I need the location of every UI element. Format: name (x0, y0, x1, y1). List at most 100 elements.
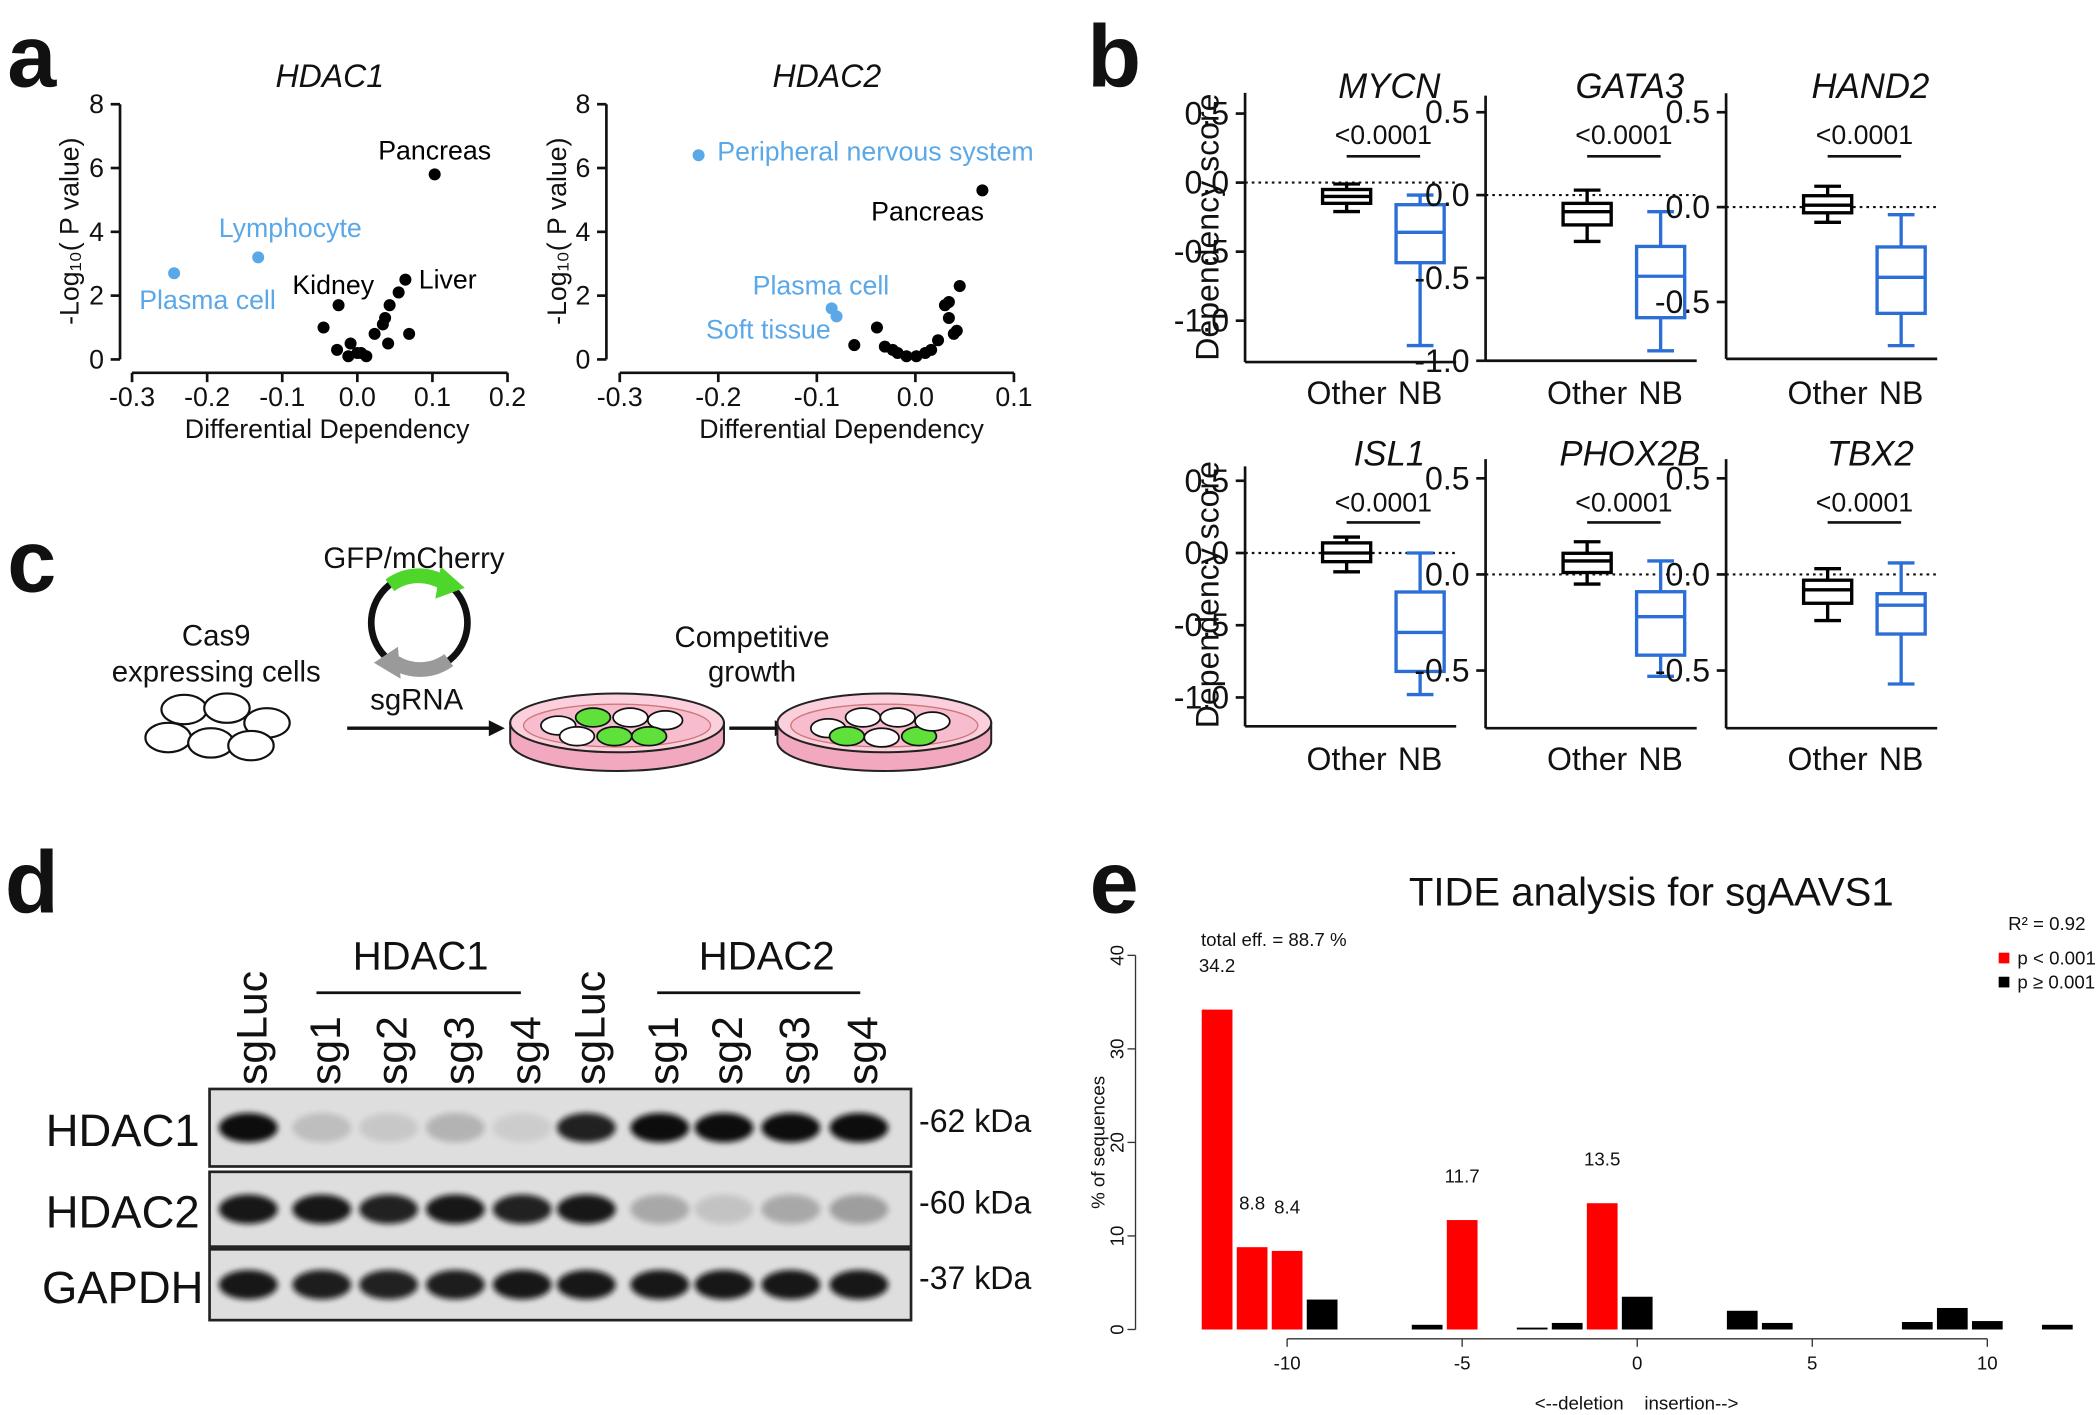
dish-cell (879, 707, 916, 728)
x-tick-label: 0.1 (414, 382, 451, 412)
band (492, 1194, 552, 1224)
y-tick-label: 0.0 (1184, 165, 1229, 201)
point (870, 321, 883, 334)
y-tick-label: 0.5 (1425, 460, 1470, 496)
bar (1306, 1299, 1338, 1330)
point (900, 350, 913, 363)
y-tick-label: 0.0 (1666, 556, 1711, 592)
point-label: Soft tissue (706, 315, 831, 345)
x-tick-label: NB (1638, 741, 1683, 777)
plasmid-gfp (385, 568, 448, 592)
band (630, 1270, 690, 1300)
y-tick-label: 0.5 (1184, 463, 1229, 499)
band (694, 1270, 754, 1300)
band (359, 1270, 418, 1300)
y-axis-label: -Log₁₀( P value) (542, 137, 572, 324)
diagram-label: Competitive (674, 621, 829, 654)
point (342, 350, 355, 363)
band (426, 1113, 485, 1143)
significance-label: <0.0001 (1575, 487, 1672, 517)
significance-label: <0.0001 (1816, 487, 1913, 517)
row-label: HDAC1 (46, 1105, 200, 1156)
x-tick-label: -0.2 (184, 382, 230, 412)
chart-title: TBX2 (1827, 435, 1914, 473)
x-tick-label: -0.1 (259, 382, 305, 412)
bar (1726, 1310, 1758, 1330)
lane-label: sg1 (640, 1016, 688, 1085)
chart-title: HDAC2 (773, 58, 882, 94)
y-tick-label: 0 (1106, 1324, 1127, 1334)
point (331, 343, 344, 356)
point-label: Plasma cell (753, 271, 890, 301)
point (332, 299, 345, 312)
box (1561, 551, 1613, 575)
y-tick-label: 0.5 (1666, 94, 1711, 130)
y-tick-label: 6 (89, 153, 104, 183)
bar (1586, 1203, 1618, 1330)
x-tick-label: NB (1879, 741, 1924, 777)
dish-cell (646, 709, 684, 731)
significance-label: <0.0001 (1575, 120, 1672, 150)
point (382, 337, 395, 350)
box (1801, 578, 1854, 605)
point (168, 267, 181, 280)
point-label: Liver (419, 265, 477, 295)
y-tick-label: -0.5 (1414, 260, 1469, 296)
dish-cell (558, 726, 596, 747)
box (1561, 201, 1613, 227)
point-label: Kidney (292, 270, 374, 300)
y-tick-label: 4 (89, 217, 104, 247)
y-axis-label: Dependency score (1190, 94, 1226, 361)
annotation: R² = 0.92 (2008, 913, 2085, 934)
bar (1446, 1220, 1478, 1330)
box (1634, 590, 1687, 657)
panel-label: c (7, 512, 56, 611)
bar (1971, 1321, 2003, 1330)
significance-label: <0.0001 (1335, 487, 1432, 517)
point (252, 251, 265, 264)
lane-label: sg2 (369, 1016, 417, 1085)
diagram-label: sgRNA (370, 684, 463, 717)
y-tick-label: -1.0 (1174, 303, 1229, 339)
bar (1516, 1327, 1548, 1330)
dish-cell (828, 726, 866, 747)
y-tick-label: 0.0 (1425, 177, 1470, 213)
size-label: -60 kDa (919, 1185, 1031, 1221)
group-label: HDAC2 (699, 935, 835, 979)
x-tick-label: -0.2 (695, 382, 741, 412)
x-axis-label: Differential Dependency (699, 414, 984, 444)
dish-cell (863, 727, 900, 748)
chart-title: ISL1 (1354, 435, 1425, 473)
legend-swatch (1998, 976, 2010, 988)
point (942, 311, 955, 324)
arrow-head (488, 720, 505, 737)
point (403, 327, 416, 340)
chart-title: TIDE analysis for sgAAVS1 (1409, 871, 1894, 915)
panel-label: b (1087, 7, 1141, 106)
x-tick-label: Other (1547, 375, 1627, 411)
legend-label: p ≥ 0.001 (2017, 972, 2095, 993)
y-tick-label: 8 (575, 89, 590, 119)
point (925, 343, 938, 356)
panel-label: d (5, 832, 59, 931)
diagram-label: growth (708, 656, 796, 689)
point (399, 273, 412, 286)
plasmid-gfp-head (435, 566, 465, 599)
x-tick-label: Other (1307, 375, 1387, 411)
x-tick-label: 5 (1807, 1352, 1817, 1373)
x-tick-label: NB (1879, 375, 1924, 411)
y-tick-label: 4 (575, 217, 590, 247)
band (292, 1194, 352, 1224)
box (1634, 244, 1687, 320)
bar (1936, 1307, 1968, 1330)
lane-label: sg1 (302, 1016, 350, 1085)
point-label: Plasma cell (139, 285, 276, 315)
x-tick-label: Other (1788, 375, 1868, 411)
y-tick-label: 8 (89, 89, 104, 119)
x-tick-label: 0.0 (897, 382, 934, 412)
x-tick-label: NB (1638, 375, 1683, 411)
cell (144, 721, 192, 754)
point-label: Pancreas (871, 197, 984, 227)
